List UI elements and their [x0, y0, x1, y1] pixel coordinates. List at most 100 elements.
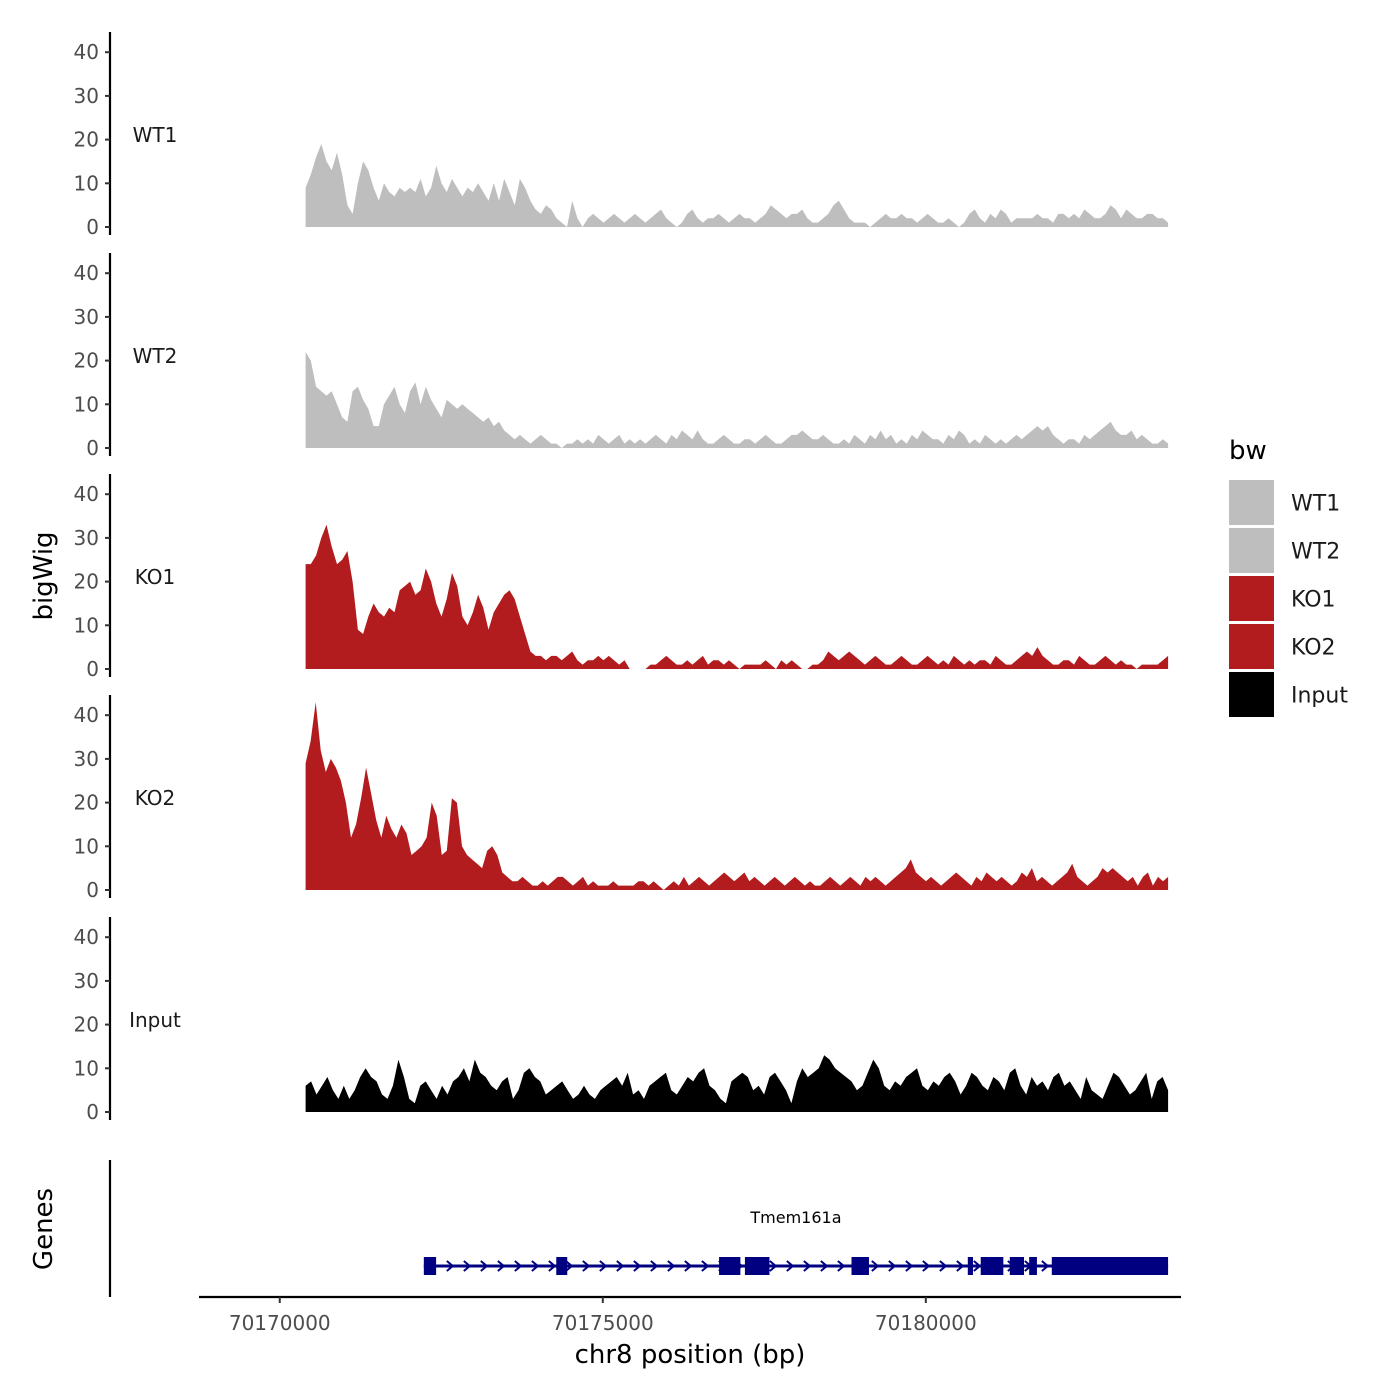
- y-tick-label: 10: [74, 834, 99, 858]
- y-tick-label: 10: [74, 171, 99, 195]
- strand-arrow: [446, 1260, 455, 1272]
- y-tick-label: 0: [86, 657, 99, 681]
- x-tick-label: 70170000: [229, 1311, 331, 1335]
- track-label-ko1: KO1: [135, 565, 176, 589]
- y-tick-label: 20: [74, 349, 99, 373]
- x-tick-label: 70175000: [552, 1311, 654, 1335]
- strand-arrow: [480, 1260, 489, 1272]
- strand-arrow: [820, 1260, 829, 1272]
- legend-label: KO1: [1291, 588, 1336, 613]
- strand-arrow: [786, 1260, 795, 1272]
- strand-arrow: [633, 1260, 642, 1272]
- strand-arrow: [531, 1260, 540, 1272]
- track-wt2: 0 10 20 30 40 WT2: [74, 253, 1169, 460]
- exon: [851, 1257, 869, 1275]
- legend-label: WT2: [1291, 540, 1340, 565]
- strand-arrow: [939, 1260, 948, 1272]
- y-tick-label: 20: [74, 128, 99, 152]
- x-tick-label: 70180000: [875, 1311, 977, 1335]
- strand-arrow: [548, 1260, 557, 1272]
- legend-swatch: [1229, 576, 1274, 621]
- legend-item-wt2: WT2: [1229, 528, 1340, 573]
- exon: [423, 1257, 437, 1275]
- y-tick-label: 30: [74, 969, 99, 993]
- track-input: 0 10 20 30 40 Input: [74, 917, 1169, 1124]
- strand-arrow: [871, 1260, 880, 1272]
- series-area-input: [305, 1055, 1169, 1112]
- y-tick-label: 30: [74, 305, 99, 329]
- gene-label: Tmem161a: [749, 1208, 841, 1227]
- y-tick-label: 40: [74, 261, 99, 285]
- track-ko2: 0 10 20 30 40 KO2: [74, 695, 1169, 902]
- genes-track: Tmem161a: [108, 1160, 1169, 1297]
- y-tick-label: 0: [86, 878, 99, 902]
- strand-arrow: [599, 1260, 608, 1272]
- track-ko1: 0 10 20 30 40 KO1: [74, 474, 1169, 681]
- legend-label: Input: [1291, 684, 1348, 709]
- legend-title: bw: [1229, 436, 1267, 466]
- strand-arrow: [905, 1260, 914, 1272]
- y-tick-label: 0: [86, 215, 99, 239]
- strand-arrow: [514, 1260, 523, 1272]
- exon: [980, 1257, 1004, 1275]
- legend-item-ko1: KO1: [1229, 576, 1336, 621]
- strand-arrow: [888, 1260, 897, 1272]
- x-axis-title: chr8 position (bp): [575, 1340, 806, 1370]
- x-axis: 70170000 70175000 70180000: [199, 1295, 1181, 1335]
- legend-item-wt1: WT1: [1229, 480, 1340, 525]
- strand-arrow: [650, 1260, 659, 1272]
- gene-tmem161a: Tmem161a: [423, 1208, 1169, 1275]
- exon: [744, 1257, 770, 1275]
- legend-item-input: Input: [1229, 672, 1348, 717]
- legend-swatch: [1229, 528, 1274, 573]
- track-label-ko2: KO2: [135, 786, 176, 810]
- strand-arrow: [667, 1260, 676, 1272]
- y-tick-label: 0: [86, 436, 99, 460]
- strand-arrow: [1041, 1260, 1050, 1272]
- exon: [967, 1257, 973, 1275]
- legend-swatch: [1229, 480, 1274, 525]
- strand-arrow: [497, 1260, 506, 1272]
- track-label-wt1: WT1: [133, 123, 178, 147]
- y-tick-label: 40: [74, 703, 99, 727]
- y-tick-label: 10: [74, 613, 99, 637]
- strand-arrow: [701, 1260, 710, 1272]
- y-tick-label: 0: [86, 1100, 99, 1124]
- strand-arrow: [463, 1260, 472, 1272]
- legend: bw WT1 WT2 KO1 KO2 Input: [1229, 436, 1348, 717]
- strand-arrow: [956, 1260, 965, 1272]
- track-wt1: 0 10 20 30 40 WT1: [74, 32, 1169, 239]
- y-tick-label: 20: [74, 1013, 99, 1037]
- legend-label: KO2: [1291, 636, 1336, 661]
- legend-label: WT1: [1291, 492, 1340, 517]
- series-area-wt2: [305, 351, 1169, 448]
- exon: [1029, 1257, 1037, 1275]
- strand-arrow: [973, 1260, 982, 1272]
- y-tick-label: 40: [74, 925, 99, 949]
- exon: [719, 1257, 741, 1275]
- strand-arrow: [684, 1260, 693, 1272]
- y-tick-label: 30: [74, 747, 99, 771]
- strand-arrow: [837, 1260, 846, 1272]
- legend-item-ko2: KO2: [1229, 624, 1336, 669]
- coverage-tracks: 0 10 20 30 40 WT1 0 10 20 30 40 WT2 0 10 20 30 40 KO1 0 10 2…: [74, 32, 1169, 1124]
- series-area-wt1: [305, 144, 1169, 227]
- genes-axis-title: Genes: [29, 1188, 59, 1270]
- strand-arrow: [565, 1260, 574, 1272]
- track-label-wt2: WT2: [133, 344, 178, 368]
- strand-arrow: [582, 1260, 591, 1272]
- y-tick-label: 30: [74, 84, 99, 108]
- y-tick-label: 20: [74, 791, 99, 815]
- y-tick-label: 40: [74, 482, 99, 506]
- y-tick-label: 20: [74, 570, 99, 594]
- y-tick-label: 10: [74, 1056, 99, 1080]
- legend-swatch: [1229, 672, 1274, 717]
- strand-arrow: [922, 1260, 931, 1272]
- y-tick-label: 10: [74, 392, 99, 416]
- track-label-input: Input: [129, 1008, 181, 1032]
- series-area-ko1: [305, 524, 1169, 669]
- y-tick-label: 30: [74, 526, 99, 550]
- y-tick-label: 40: [74, 40, 99, 64]
- exon: [1051, 1257, 1169, 1275]
